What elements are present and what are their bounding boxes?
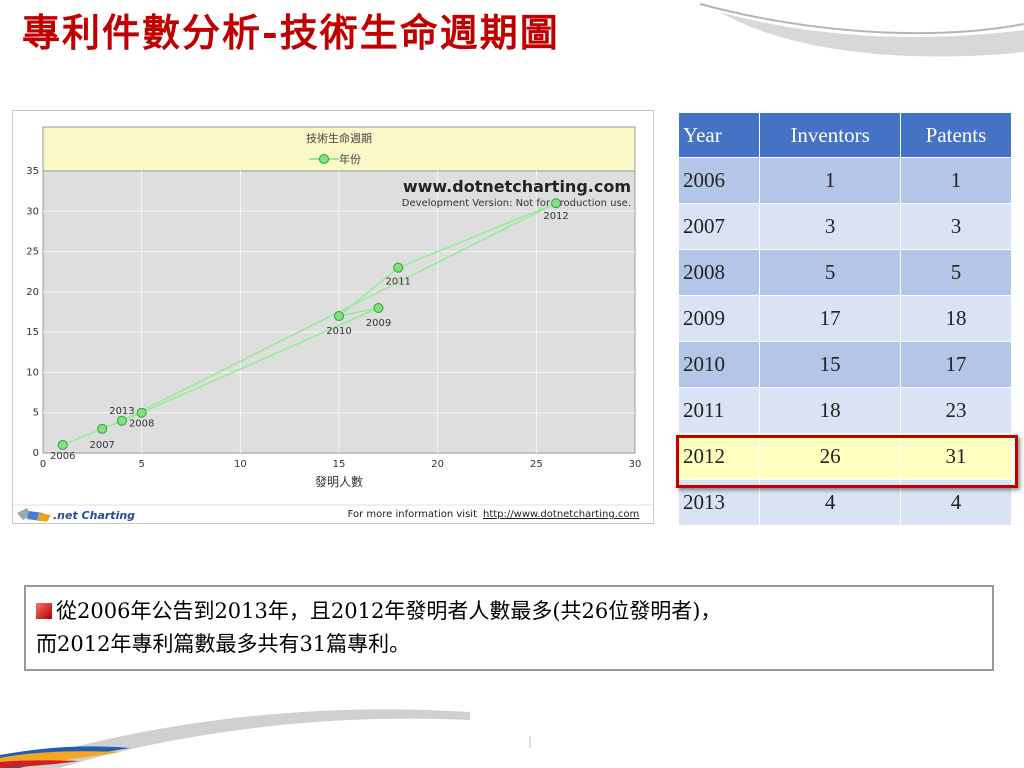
table-cell: 18 [759, 387, 901, 434]
y-tick-label: 35 [26, 166, 39, 177]
table-cell: 1 [899, 157, 1013, 204]
y-tick-label: 25 [26, 247, 39, 258]
legend-entry: 年份 [339, 152, 361, 166]
table-cell: 15 [759, 341, 901, 388]
data-point [393, 262, 404, 273]
table-cell: 3 [899, 203, 1013, 250]
x-tick-label: 20 [431, 459, 444, 470]
chart-title: 技術生命週期 [306, 131, 372, 145]
table-cell: 2012 [677, 433, 761, 480]
x-tick-label: 25 [530, 459, 543, 470]
table-header-row: Year Inventors Patents [677, 112, 1013, 158]
y-tick-label: 20 [26, 287, 39, 298]
point-label: 2006 [50, 451, 75, 462]
watermark-subtitle: Development Version: Not for production … [402, 198, 631, 209]
y-tick-label: 15 [26, 327, 39, 338]
table-cell: 2006 [677, 157, 761, 204]
series-line [62, 202, 557, 446]
x-tick-label: 30 [629, 459, 642, 470]
top-swoosh [720, 12, 1024, 57]
series: 2006 2007 2008 2009 2010 2011 2012 2013 [50, 198, 569, 462]
footer-brand: .net Charting [53, 509, 135, 522]
scatter-chart: 技術生命週期 年份 www.dotnetcharting.com Develop… [13, 111, 653, 523]
bottom-swoosh-red [0, 760, 80, 768]
footer-info: For more information visit [348, 509, 477, 520]
net-charting-logo-icon [17, 508, 51, 522]
table-cell: 2007 [677, 203, 761, 250]
y-tick-label: 5 [33, 408, 39, 419]
watermark-title: www.dotnetcharting.com [403, 177, 631, 196]
table-row: 2012 26 31 [677, 433, 1013, 480]
x-tick-label: 0 [40, 459, 46, 470]
column-header: Patents [899, 112, 1013, 158]
x-tick-label: 5 [138, 459, 144, 470]
footer-link[interactable]: http://www.dotnetcharting.com [483, 509, 639, 520]
note-box: 從2006年公告到2013年，且2012年發明者人數最多(共26位發明者)， 而… [24, 585, 994, 671]
data-point [334, 311, 344, 322]
table-cell: 1 [759, 157, 901, 204]
table-cell: 31 [899, 433, 1013, 480]
note-line-2: 而2012年專利篇數最多共有31篇專利。 [36, 632, 411, 656]
point-label: 2008 [129, 419, 154, 430]
y-tick-label: 10 [26, 367, 39, 378]
x-tick-label: 10 [234, 459, 247, 470]
point-label: 2011 [385, 277, 410, 288]
table-cell: 17 [759, 295, 901, 342]
x-tick-label: 15 [333, 459, 346, 470]
data-point [97, 423, 108, 434]
table-row: 2008 5 5 [677, 249, 1013, 296]
x-axis-label: 發明人數 [315, 474, 363, 489]
point-label: 2010 [326, 326, 351, 337]
bullet-square-icon [36, 603, 52, 619]
point-label: 2009 [366, 318, 391, 329]
point-label: 2013 [109, 406, 134, 417]
data-point [373, 302, 384, 313]
table-cell: 18 [899, 295, 1013, 342]
chart-panel: 技術生命週期 年份 www.dotnetcharting.com Develop… [12, 110, 654, 524]
data-point [136, 407, 147, 418]
table-row: 2010 15 17 [677, 341, 1013, 388]
slide-title: 專利件數分析-技術生命週期圖 [22, 10, 560, 55]
table-cell: 3 [759, 203, 901, 250]
data-table: Year Inventors Patents 2006 1 1 2007 3 3 2008 5 5 2… [677, 112, 1013, 526]
top-swoosh-line [699, 3, 1024, 35]
data-point [57, 439, 68, 450]
y-tick-label: 30 [26, 206, 39, 217]
bottom-swoosh-gray [0, 709, 470, 768]
table-body: 2006 1 1 2007 3 3 2008 5 5 2009 17 18 2010 15 17 2011 18… [677, 157, 1013, 526]
axis-ticks: 0 5 10 15 20 25 30 0 5 10 15 20 25 30 35 [26, 166, 641, 470]
table-cell: 2008 [677, 249, 761, 296]
table-cell: 26 [759, 433, 901, 480]
table-cell: 2010 [677, 341, 761, 388]
y-tick-label: 0 [33, 448, 39, 459]
table-row: 2007 3 3 [677, 203, 1013, 250]
table-cell: 2011 [677, 387, 761, 434]
legend-box [42, 126, 636, 172]
legend-marker-icon [319, 154, 329, 164]
table-cell: 17 [899, 341, 1013, 388]
table-row: 2009 17 18 [677, 295, 1013, 342]
point-label: 2007 [89, 440, 114, 451]
table-cell: 5 [759, 249, 901, 296]
table-cell: 2009 [677, 295, 761, 342]
highlight-frame [676, 435, 1018, 488]
column-header: Inventors [759, 112, 901, 158]
data-point [551, 198, 562, 209]
point-label: 2012 [543, 211, 568, 222]
table-cell: 5 [899, 249, 1013, 296]
table-row: 2011 18 23 [677, 387, 1013, 434]
note-line-1: 從2006年公告到2013年，且2012年發明者人數最多(共26位發明者)， [56, 599, 722, 623]
table-row: 2006 1 1 [677, 157, 1013, 204]
table-cell: 23 [899, 387, 1013, 434]
column-header: Year [677, 112, 761, 158]
data-point [116, 415, 127, 426]
